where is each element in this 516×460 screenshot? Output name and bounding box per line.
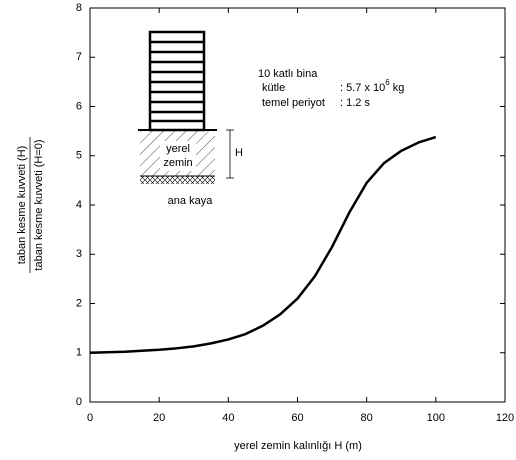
x-tick-label: 60 <box>291 412 303 424</box>
soil-label: yerel <box>166 143 190 155</box>
x-tick-label: 20 <box>153 412 165 424</box>
mass-exponent: 6 <box>385 78 390 87</box>
y-tick-label: 2 <box>76 297 82 309</box>
building-label: 10 katlı bina <box>258 68 318 80</box>
x-tick-label: 80 <box>361 412 373 424</box>
y-tick-label: 5 <box>76 150 82 162</box>
rock-label: ana kaya <box>168 195 214 207</box>
y-tick-label: 6 <box>76 100 82 112</box>
x-tick-label: 120 <box>496 412 514 424</box>
period-label: temel periyot <box>262 97 325 109</box>
x-tick-label: 0 <box>87 412 93 424</box>
mass-unit: kg <box>393 82 405 94</box>
x-tick-label: 40 <box>222 412 234 424</box>
mass-value: : 5.7 x 106 kg <box>340 78 404 94</box>
y-tick-label: 0 <box>76 396 82 408</box>
y-tick-label: 3 <box>76 248 82 260</box>
x-tick-label: 100 <box>427 412 445 424</box>
mass-number: : 5.7 x 10 <box>340 82 385 94</box>
depth-label: H <box>235 147 243 159</box>
y-tick-label: 8 <box>76 2 82 14</box>
mass-label: kütle <box>262 82 285 94</box>
period-value: : 1.2 s <box>340 97 370 109</box>
y-label-numerator: taban kesme kuvveti (H) <box>16 146 28 265</box>
x-axis-label: yerel zemin kalınlığı H (m) <box>234 440 362 452</box>
soil-label: zemin <box>163 157 192 169</box>
data-line <box>89 135 437 354</box>
y-tick-label: 7 <box>76 51 82 63</box>
y-label-denominator: taban kesme kuvveti (H=0) <box>33 139 45 270</box>
soil-label-bg <box>160 141 196 171</box>
y-tick-label: 4 <box>76 199 82 211</box>
y-tick-label: 1 <box>76 347 82 359</box>
y-axis-label: taban kesme kuvveti (H) taban kesme kuvv… <box>16 137 45 273</box>
